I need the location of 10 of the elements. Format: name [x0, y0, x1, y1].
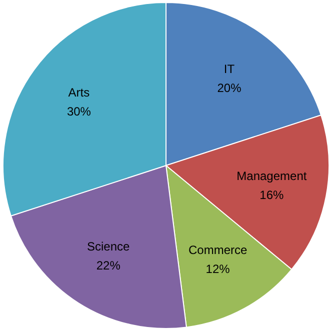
- slice-label: IT: [224, 62, 236, 76]
- slice-label: Arts: [68, 86, 90, 100]
- data-label: 12%: [206, 262, 230, 276]
- data-label: 16%: [260, 188, 284, 202]
- slice-label: Management: [236, 168, 308, 183]
- data-label: 30%: [66, 104, 92, 119]
- data-label: 20%: [217, 80, 242, 95]
- data-label: 22%: [96, 258, 121, 273]
- slice-label: Commerce: [188, 243, 248, 258]
- slice-label: Science: [87, 240, 130, 254]
